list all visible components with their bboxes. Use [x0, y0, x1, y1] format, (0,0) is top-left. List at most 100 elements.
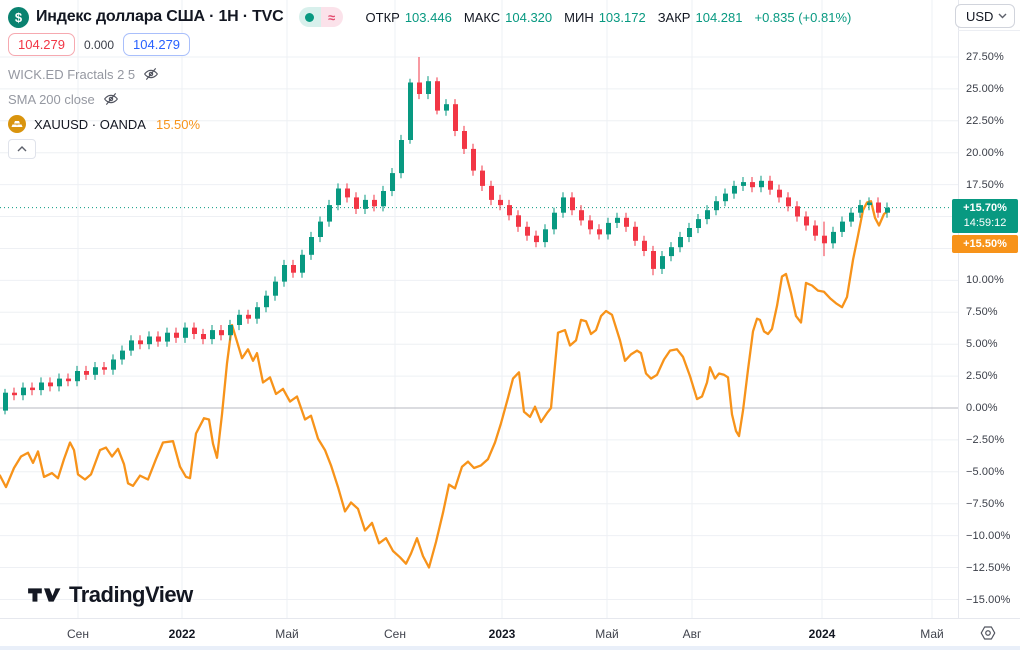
- candle: [525, 226, 530, 236]
- candle: [237, 314, 242, 325]
- candle: [534, 235, 539, 243]
- currency-selector[interactable]: USD: [955, 4, 1015, 28]
- candle: [381, 191, 386, 207]
- candle: [228, 325, 233, 336]
- chart-pane[interactable]: [0, 0, 958, 618]
- quote-buttons: 104.279 0.000 104.279: [8, 33, 191, 56]
- candle: [390, 173, 395, 191]
- candle: [705, 210, 710, 220]
- candle: [210, 330, 215, 340]
- sell-button[interactable]: 104.279: [8, 33, 75, 56]
- candle: [660, 256, 665, 269]
- candle: [669, 247, 674, 257]
- countdown-timer: 14:59:12: [963, 217, 1007, 229]
- candle: [273, 281, 278, 296]
- currency-label: USD: [966, 8, 994, 24]
- axis-settings-button[interactable]: [976, 622, 1000, 644]
- candle: [471, 148, 476, 171]
- price-axis-label: 5.00%: [966, 338, 998, 351]
- legend-item-xauusd[interactable]: XAUUSD · OANDA 15.50%: [8, 114, 200, 134]
- price-axis-label: −2.50%: [966, 433, 1005, 446]
- candle: [129, 340, 134, 351]
- spread-value: 0.000: [84, 37, 115, 52]
- candle: [48, 382, 53, 387]
- candle: [147, 336, 152, 345]
- price-axis-label: 2.50%: [966, 370, 998, 383]
- candle: [417, 82, 422, 94]
- time-axis-label: Сен: [67, 627, 89, 641]
- gold-bars-icon: [11, 121, 23, 127]
- candle: [840, 221, 845, 232]
- price-axis-label: −7.50%: [966, 497, 1005, 510]
- buy-button[interactable]: 104.279: [123, 33, 191, 56]
- price-axis-label: −10.00%: [966, 529, 1011, 542]
- visibility-toggle-button[interactable]: [103, 91, 119, 107]
- candle: [102, 367, 107, 370]
- candle: [336, 188, 341, 206]
- candle: [714, 201, 719, 211]
- candle: [498, 199, 503, 206]
- dot-icon: [305, 12, 315, 22]
- candle: [21, 387, 26, 396]
- candle: [732, 185, 737, 194]
- price-axis[interactable]: 27.50%25.00%22.50%20.00%17.50%15.00%12.5…: [958, 0, 1020, 618]
- time-axis-label: Май: [595, 627, 619, 641]
- collapse-legend-button[interactable]: [8, 139, 36, 159]
- candle: [408, 82, 413, 140]
- price-axis-label: 25.00%: [966, 82, 1004, 95]
- candle: [831, 231, 836, 244]
- candle: [552, 212, 557, 230]
- candle: [516, 215, 521, 227]
- candle: [687, 228, 692, 237]
- time-axis-label: 2023: [488, 627, 516, 641]
- candle: [543, 229, 548, 243]
- candle: [759, 180, 764, 188]
- candles-toggle[interactable]: [298, 7, 321, 27]
- candle: [246, 314, 251, 319]
- last-price-badge: +15.70% 14:59:12: [952, 199, 1018, 233]
- candle: [453, 104, 458, 131]
- gold-icon: [8, 115, 26, 133]
- window-edge: [0, 646, 1020, 650]
- candle: [354, 197, 359, 209]
- candle: [588, 220, 593, 230]
- price-axis-label: 22.50%: [966, 114, 1004, 127]
- candle: [201, 334, 206, 340]
- tradingview-logo[interactable]: TradingView: [27, 582, 193, 608]
- candle: [435, 81, 440, 111]
- candle: [363, 199, 368, 209]
- tradingview-mark-icon: [28, 588, 61, 602]
- candle: [885, 207, 890, 213]
- candle: [561, 197, 566, 213]
- symbol-title[interactable]: Индекс доллара США · 1H · TVC: [36, 8, 284, 25]
- candle: [462, 131, 467, 149]
- candle: [84, 371, 89, 375]
- candle: [255, 307, 260, 319]
- candle: [822, 235, 827, 244]
- candle: [777, 189, 782, 198]
- candle: [804, 216, 809, 226]
- series-style-toggle[interactable]: ≈: [298, 7, 343, 27]
- price-axis-label: 0.00%: [966, 402, 998, 414]
- candle: [192, 327, 197, 334]
- time-axis[interactable]: Сен 2022 Май Сен 2023 Май Авг 2024 Май: [0, 618, 1020, 646]
- candle: [66, 378, 71, 382]
- visibility-toggle-button[interactable]: [143, 66, 159, 82]
- legend-item-sma[interactable]: SMA 200 close: [8, 89, 119, 109]
- candle: [174, 332, 179, 338]
- candle: [300, 254, 305, 273]
- candle: [138, 340, 143, 345]
- candle: [156, 336, 161, 342]
- candle: [183, 327, 188, 338]
- price-axis-label: 20.00%: [966, 146, 1004, 159]
- compare-change-value: 15.50%: [155, 116, 201, 132]
- candle: [507, 205, 512, 216]
- candle: [795, 206, 800, 217]
- legend-item-fractals[interactable]: WICK.ED Fractals 2 5: [8, 64, 159, 84]
- axis-separator: [958, 30, 1020, 31]
- candle: [642, 240, 647, 251]
- price-axis-label: 10.00%: [966, 274, 1004, 287]
- compare-toggle[interactable]: ≈: [320, 7, 343, 27]
- candle: [624, 217, 629, 227]
- candle: [399, 140, 404, 174]
